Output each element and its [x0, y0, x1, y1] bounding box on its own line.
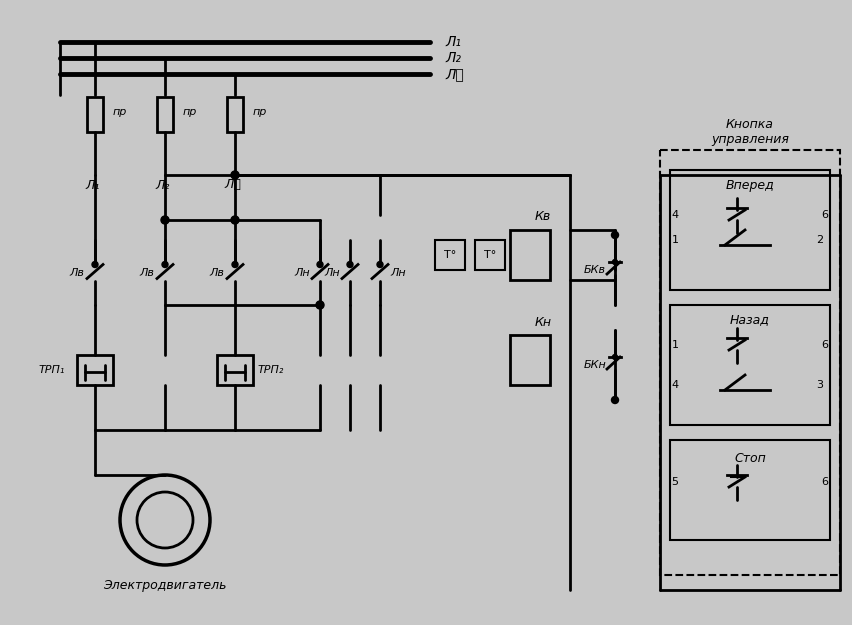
Text: Кн: Кн	[534, 316, 551, 329]
Circle shape	[161, 216, 169, 224]
Circle shape	[315, 301, 324, 309]
Circle shape	[232, 261, 238, 268]
Text: 6: 6	[820, 340, 827, 350]
Circle shape	[92, 261, 98, 268]
Text: Кнопка: Кнопка	[725, 119, 773, 131]
Text: БКв: БКв	[584, 265, 605, 275]
Bar	[509, 230, 550, 280]
Text: Л₂: Л₂	[445, 51, 460, 65]
Text: Лв: Лв	[140, 268, 154, 278]
Text: T°: T°	[443, 250, 456, 260]
Circle shape	[317, 261, 323, 268]
Text: Лн: Лн	[324, 268, 339, 278]
Text: Лв: Лв	[70, 268, 84, 278]
Text: Л₁: Л₁	[86, 179, 100, 191]
Bar	[157, 97, 173, 132]
Text: Стоп: Стоп	[734, 451, 765, 464]
Text: 1: 1	[671, 235, 677, 245]
Bar	[509, 335, 550, 385]
Circle shape	[347, 261, 353, 268]
Bar	[669, 170, 829, 290]
Text: 5: 5	[671, 477, 677, 487]
Circle shape	[377, 261, 383, 268]
Text: Лв: Лв	[210, 268, 224, 278]
Text: 6: 6	[820, 210, 827, 220]
Text: 2: 2	[815, 235, 822, 245]
Text: 3: 3	[815, 380, 822, 390]
Text: 4: 4	[671, 210, 678, 220]
Circle shape	[162, 261, 168, 268]
Text: 6: 6	[820, 477, 827, 487]
Text: Лн: Лн	[389, 268, 406, 278]
Text: 1: 1	[671, 340, 677, 350]
Bar	[435, 240, 464, 270]
Text: управления: управления	[711, 134, 788, 146]
Circle shape	[612, 354, 617, 359]
Circle shape	[611, 396, 618, 404]
Bar	[659, 150, 839, 575]
Bar	[669, 440, 829, 540]
Text: Кв: Кв	[534, 211, 550, 224]
Text: пр: пр	[183, 107, 197, 117]
Text: Назад: Назад	[729, 314, 769, 326]
Text: пр: пр	[253, 107, 267, 117]
Text: 4: 4	[671, 380, 678, 390]
Text: ТРП₁: ТРП₁	[38, 365, 65, 375]
Text: Лゃ: Лゃ	[445, 67, 463, 81]
Bar	[216, 355, 253, 385]
Text: БКн: БКн	[583, 360, 606, 370]
Bar	[77, 355, 112, 385]
Text: Л₁: Л₁	[445, 35, 460, 49]
Text: ТРП₂: ТРП₂	[257, 365, 284, 375]
Text: Лн: Лн	[294, 268, 309, 278]
Text: пр: пр	[112, 107, 127, 117]
Circle shape	[611, 231, 618, 239]
Text: T°: T°	[483, 250, 496, 260]
Text: Л₂: Л₂	[156, 179, 170, 191]
Circle shape	[231, 171, 239, 179]
Bar	[669, 305, 829, 425]
Circle shape	[612, 259, 617, 264]
Circle shape	[231, 216, 239, 224]
Text: Вперед: Вперед	[725, 179, 774, 191]
Bar	[475, 240, 504, 270]
Bar	[227, 97, 243, 132]
Text: Лゃ: Лゃ	[224, 179, 241, 191]
Text: Электродвигатель: Электродвигатель	[103, 579, 227, 591]
Bar	[87, 97, 103, 132]
